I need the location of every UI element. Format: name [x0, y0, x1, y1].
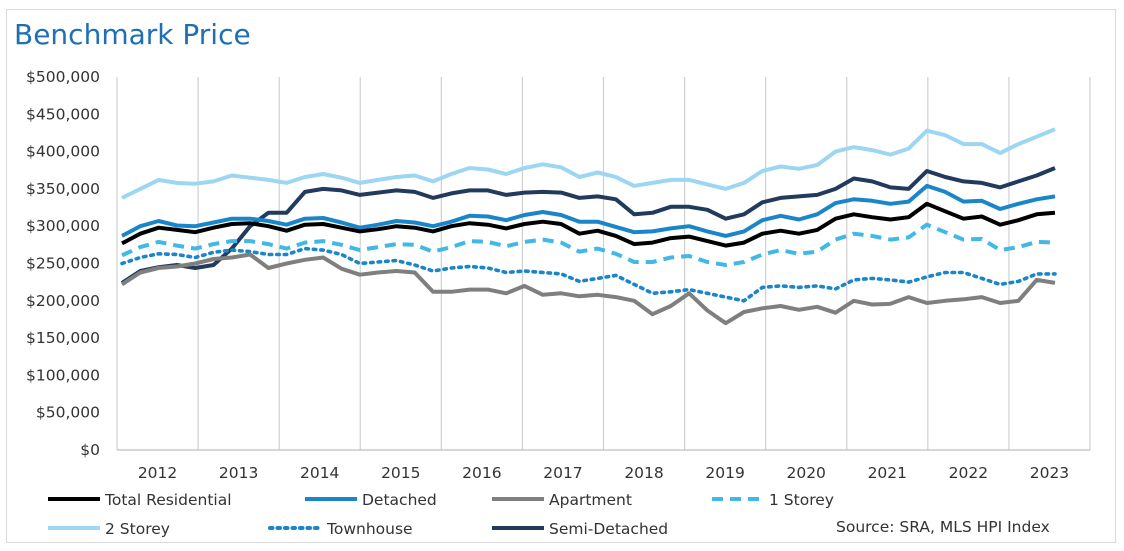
- chart-frame: [6, 9, 1116, 543]
- x-tick-label: 2016: [462, 464, 501, 482]
- y-tick-label: $100,000: [26, 366, 100, 384]
- x-tick-label: 2017: [543, 464, 582, 482]
- y-tick-label: $0: [80, 441, 100, 459]
- y-tick-label: $200,000: [26, 292, 100, 310]
- series-line-apartment: [120, 252, 1056, 326]
- x-tick-label: 2021: [868, 464, 907, 482]
- series-line-townhouse: [120, 246, 1057, 303]
- series-line-semi-detached: [120, 166, 1056, 285]
- y-tick-label: $300,000: [26, 217, 100, 235]
- legend-label: Apartment: [549, 491, 632, 509]
- x-tick-label: 2019: [705, 464, 744, 482]
- legend-label: Total Residential: [104, 491, 232, 509]
- x-axis-ticks: 2012 2013 2014 2015 2016 2017 2018 2019 2020 2021…: [138, 464, 1069, 482]
- legend-label: 2 Storey: [105, 520, 170, 538]
- y-tick-label: $150,000: [26, 329, 100, 347]
- series-line-2-storey: [121, 127, 1056, 200]
- y-tick-label: $350,000: [26, 180, 100, 198]
- series-line-detached: [121, 183, 1056, 238]
- y-axis-ticks: $0 $50,000 $100,000 $150,000 $200,000 $250,00…: [26, 68, 100, 459]
- series-line-total-residential: [121, 201, 1056, 248]
- x-tick-label: 2020: [786, 464, 825, 482]
- x-tick-label: 2012: [138, 464, 177, 482]
- x-tick-label: 2014: [300, 464, 339, 482]
- chart-title: Benchmark Price: [14, 18, 251, 51]
- y-tick-label: $250,000: [26, 255, 100, 273]
- legend-label: Semi-Detached: [549, 520, 668, 538]
- source-note: Source: SRA, MLS HPI Index: [836, 518, 1050, 536]
- series-lines: [120, 127, 1057, 326]
- legend-label: 1 Storey: [769, 491, 834, 509]
- gridlines: [116, 77, 1091, 451]
- legend-label: Townhouse: [326, 520, 413, 538]
- x-tick-label: 2013: [219, 464, 258, 482]
- y-tick-label: $400,000: [26, 143, 100, 161]
- legend: Total Residential Detached Apartment 1 Stor…: [48, 491, 834, 538]
- y-tick-label: $50,000: [36, 404, 100, 422]
- y-tick-label: $450,000: [26, 105, 100, 123]
- x-tick-label: 2015: [381, 464, 420, 482]
- y-tick-label: $500,000: [26, 68, 100, 86]
- legend-label: Detached: [362, 491, 437, 509]
- x-tick-label: 2022: [949, 464, 988, 482]
- x-tick-label: 2023: [1030, 464, 1069, 482]
- x-tick-label: 2018: [624, 464, 663, 482]
